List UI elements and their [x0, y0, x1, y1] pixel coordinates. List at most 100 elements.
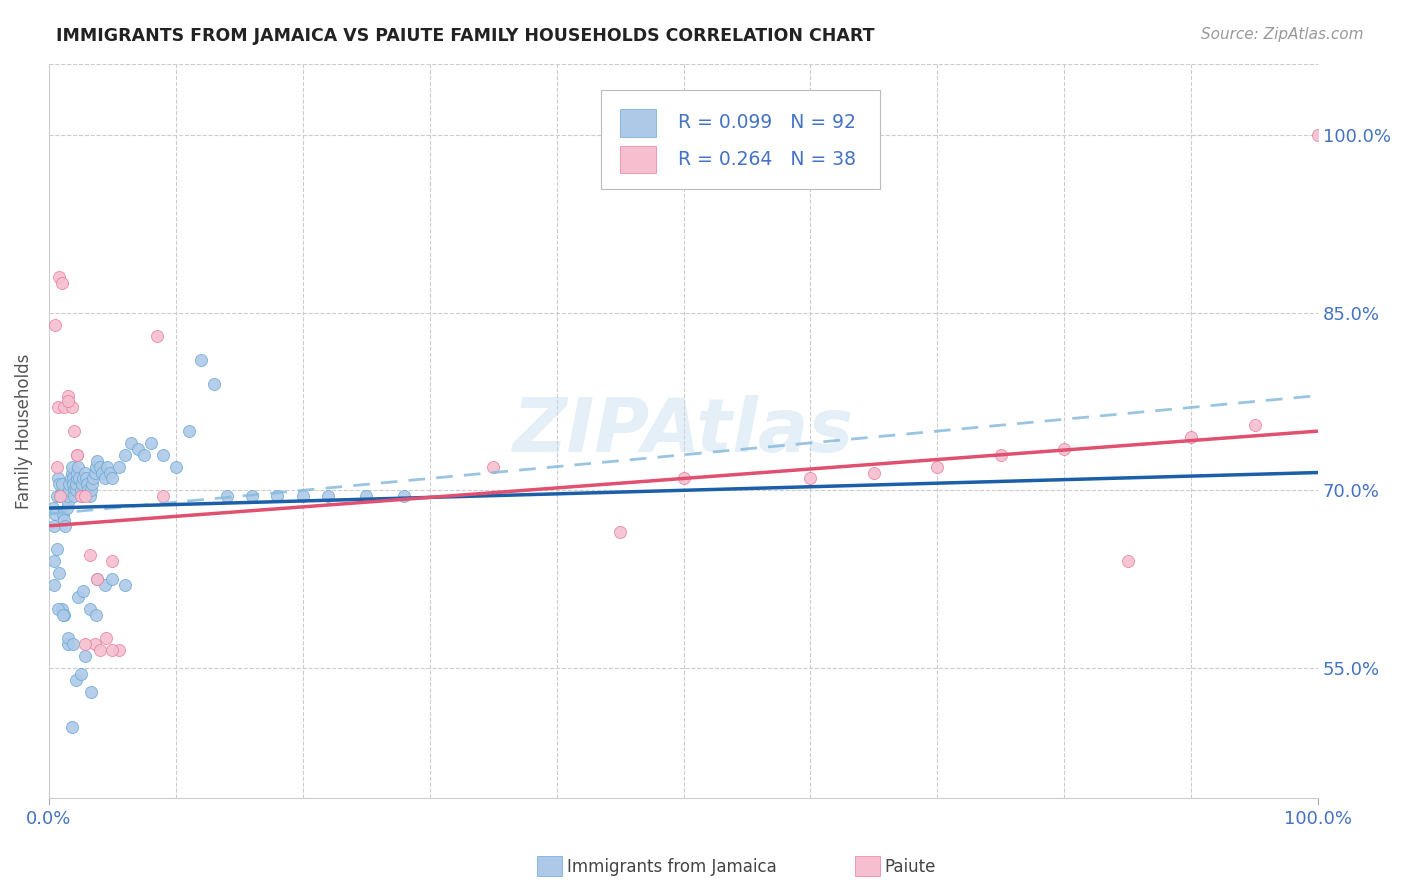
Point	[240, 489, 263, 503]
Point	[60, 401, 83, 415]
Point	[927, 459, 949, 474]
Point	[46, 471, 69, 485]
Point	[114, 448, 136, 462]
Point	[134, 448, 156, 462]
Text: Source: ZipAtlas.com: Source: ZipAtlas.com	[1201, 27, 1364, 42]
Point	[83, 637, 105, 651]
Point	[672, 471, 695, 485]
Point	[62, 477, 84, 491]
Point	[73, 648, 96, 663]
Point	[101, 643, 124, 657]
Point	[165, 459, 187, 474]
Point	[79, 489, 101, 503]
Point	[70, 477, 93, 491]
Point	[107, 643, 129, 657]
Point	[215, 489, 238, 503]
Point	[46, 601, 69, 615]
Point	[44, 318, 66, 332]
Point	[56, 632, 79, 646]
Point	[51, 477, 73, 491]
Point	[73, 489, 96, 503]
FancyBboxPatch shape	[620, 109, 655, 136]
Text: ZIPAtlas: ZIPAtlas	[513, 394, 853, 467]
Point	[60, 720, 83, 734]
Point	[114, 578, 136, 592]
Point	[44, 507, 66, 521]
Point	[80, 483, 103, 498]
Point	[60, 459, 83, 474]
Point	[1053, 442, 1076, 456]
Text: IMMIGRANTS FROM JAMAICA VS PAIUTE FAMILY HOUSEHOLDS CORRELATION CHART: IMMIGRANTS FROM JAMAICA VS PAIUTE FAMILY…	[56, 27, 875, 45]
Point	[55, 501, 77, 516]
Point	[48, 477, 70, 491]
Point	[66, 448, 89, 462]
Point	[94, 632, 117, 646]
Point	[107, 459, 129, 474]
Point	[63, 489, 86, 503]
Point	[56, 394, 79, 409]
Point	[45, 459, 67, 474]
Point	[101, 572, 124, 586]
Point	[65, 477, 87, 491]
Point	[56, 388, 79, 402]
Point	[66, 466, 89, 480]
Point	[66, 448, 89, 462]
Point	[101, 554, 124, 568]
Point	[52, 607, 75, 622]
Point	[58, 477, 80, 491]
Point	[42, 554, 65, 568]
Point	[316, 489, 339, 503]
Point	[98, 466, 121, 480]
Point	[52, 507, 75, 521]
Point	[863, 466, 886, 480]
Point	[94, 471, 117, 485]
Point	[67, 590, 90, 604]
Text: R = 0.264   N = 38: R = 0.264 N = 38	[679, 150, 856, 169]
Point	[356, 489, 378, 503]
Point	[58, 483, 80, 498]
Point	[56, 637, 79, 651]
Point	[76, 477, 98, 491]
Point	[46, 401, 69, 415]
Point	[48, 270, 70, 285]
Point	[83, 466, 105, 480]
Point	[69, 483, 91, 498]
Point	[89, 643, 111, 657]
Point	[56, 489, 79, 503]
Point	[1308, 128, 1330, 142]
Point	[53, 607, 76, 622]
Point	[394, 489, 416, 503]
Point	[63, 483, 86, 498]
Point	[53, 401, 76, 415]
Point	[96, 459, 118, 474]
Point	[45, 542, 67, 557]
Text: R = 0.099   N = 92: R = 0.099 N = 92	[679, 113, 856, 132]
Point	[62, 637, 84, 651]
Point	[990, 448, 1012, 462]
Point	[146, 329, 169, 343]
Point	[177, 424, 200, 438]
Point	[127, 442, 149, 456]
Point	[77, 483, 100, 498]
Point	[42, 518, 65, 533]
Point	[73, 637, 96, 651]
Point	[190, 353, 212, 368]
Point	[67, 459, 90, 474]
Point	[82, 471, 104, 485]
Text: Paiute: Paiute	[884, 858, 936, 876]
Point	[482, 459, 505, 474]
Text: Immigrants from Jamaica: Immigrants from Jamaica	[567, 858, 776, 876]
Point	[56, 495, 79, 509]
Point	[79, 601, 101, 615]
Point	[69, 489, 91, 503]
Point	[51, 601, 73, 615]
Point	[101, 471, 124, 485]
Point	[63, 424, 86, 438]
Point	[55, 518, 77, 533]
Point	[152, 489, 174, 503]
Point	[59, 471, 82, 485]
Point	[53, 513, 76, 527]
Point	[60, 466, 83, 480]
Point	[75, 471, 97, 485]
Point	[266, 489, 288, 503]
